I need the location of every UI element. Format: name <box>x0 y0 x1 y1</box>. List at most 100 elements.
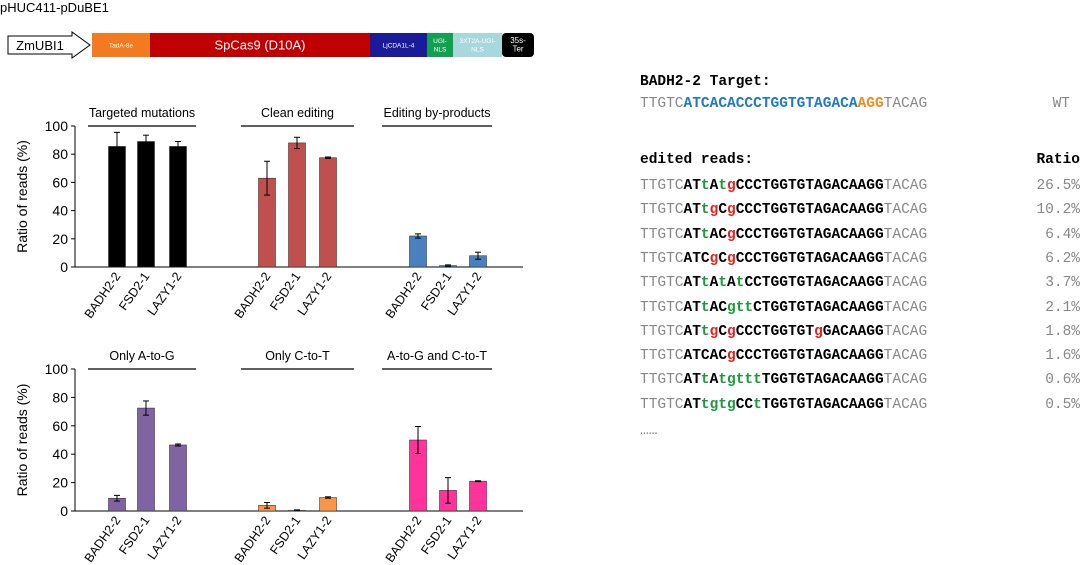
sequence-segment: t <box>700 178 710 194</box>
bar <box>288 142 306 268</box>
sequence-segment: g <box>709 202 719 219</box>
sequence-segment: g <box>814 323 823 340</box>
y-tick-label: 0 <box>60 503 68 519</box>
sequence-segment: A <box>709 372 719 389</box>
bar <box>137 141 155 268</box>
sequence-segment: AC <box>709 299 728 316</box>
x-tick-label: BADH2-2 <box>82 270 124 321</box>
y-tick-label: 20 <box>52 231 68 247</box>
construct-segment <box>92 33 150 57</box>
sequence-segment: g <box>727 178 736 194</box>
sequence-segment: ATCACACCCTGGTGTAGACA <box>683 96 858 112</box>
group-title: Only A-to-G <box>109 349 174 363</box>
sequence-segment: AT <box>683 396 701 413</box>
group-title: Editing by-products <box>383 106 490 120</box>
edited-read-sequence: TTGTCATtAtAtCCTGGTGTAGACAAGGTACAG <box>640 273 927 293</box>
edited-read-sequence: TTGTCATCACgCCCTGGTGTAGACAAGGTACAG <box>640 346 927 366</box>
sequence-segment: t <box>700 372 710 389</box>
construct-segment-label: LjCDA1L-4 <box>383 42 415 49</box>
y-tick-label: 100 <box>45 118 69 134</box>
sequence-segment: AT <box>683 202 701 219</box>
sequence-segment: TACAG <box>883 202 928 219</box>
construct-segment-label: NLS <box>434 47 447 54</box>
group-title: A-to-G and C-to-T <box>387 349 487 363</box>
group-title: Targeted mutations <box>89 106 195 120</box>
sequence-segment: g <box>727 202 736 219</box>
sequence-segment: TACAG <box>883 299 928 316</box>
sequence-segment: TACAG <box>883 372 928 389</box>
sequence-segment: CTGGTGTAGACAAGG <box>753 299 884 316</box>
x-tick-label: BADH2-2 <box>82 514 124 565</box>
construct-segment-label: Ter <box>512 45 523 54</box>
sequence-segment: t <box>700 226 710 243</box>
y-tick-label: 20 <box>52 475 68 491</box>
sequence-segment: t <box>700 323 710 340</box>
sequence-segment: CC <box>735 396 754 413</box>
construct-segment <box>370 33 427 57</box>
sequence-segment: AT <box>683 226 701 243</box>
x-tick-label: BADH2-2 <box>383 514 425 565</box>
ellipsis: …… <box>640 423 658 439</box>
y-axis-label: Ratio of reads (%) <box>14 384 30 497</box>
y-tick-label: 40 <box>52 203 68 219</box>
promoter-arrow <box>7 31 91 59</box>
construct-name: pHUC411-pDuBE1 <box>0 0 109 15</box>
wt-label: WT <box>1052 96 1070 112</box>
sequence-segment: g <box>727 348 736 365</box>
y-tick-label: 0 <box>60 259 68 275</box>
sequence-segment: CCTGGTGTAGACAAGG <box>744 275 884 292</box>
edited-read-ratio: 1.6% <box>1045 348 1080 365</box>
edited-read-ratio: 6.2% <box>1045 250 1080 267</box>
construct-segment <box>453 33 502 57</box>
sequence-segment: gtt <box>727 299 754 316</box>
edited-read-sequence: TTGTCATtAtgtttTGGTGTAGACAAGGTACAG <box>640 370 927 390</box>
bar <box>409 235 427 268</box>
sequence-segment: g <box>727 250 736 267</box>
sequence-segment: A <box>709 178 719 194</box>
figure-canvas: pHUC411-pDuBE1 ZmUBI1 TadA-8e SpCas9 (D10A… <box>0 0 534 565</box>
edited-read-sequence: TTGTCATtgtgCCtTGGTGTAGACAAGGTACAG <box>640 395 927 415</box>
sequence-segment: AGG <box>857 96 884 112</box>
edited-read-ratio: 3.7% <box>1045 275 1080 292</box>
sequence-segment: ATCAC <box>683 348 728 365</box>
edited-read-sequence: TTGTCATtAtgCCCTGGTGTAGACAAGGTACAG <box>640 176 927 196</box>
construct-segment <box>427 33 453 57</box>
sequence-segment: t <box>700 299 710 316</box>
y-tick-label: 40 <box>52 446 68 462</box>
edited-read-ratio: 1.8% <box>1045 323 1080 340</box>
sequence-segment: CCCTGGTGTAGACAAGG <box>735 178 884 194</box>
sequence-segment: CCCTGGTGTAGACAAGG <box>735 226 884 243</box>
sequence-segment: g <box>709 250 719 267</box>
bar <box>169 444 187 512</box>
sequence-segment: TGGTGTAGACAAGG <box>761 396 884 413</box>
construct-segment-label: NLS <box>471 47 484 54</box>
sequence-segment: t <box>700 202 710 219</box>
y-tick-label: 80 <box>52 389 68 405</box>
edited-read-ratio: 0.5% <box>1045 396 1080 413</box>
wt-sequence: TTGTCATCACACCCTGGTGTAGACAAGGTACAG <box>640 94 927 114</box>
sequence-segment: TGGTGTAGACAAGG <box>761 372 884 389</box>
edited-read-ratio: 2.1% <box>1045 299 1080 316</box>
edited-read-sequence: TTGTCATtACgCCCTGGTGTAGACAAGGTACAG <box>640 225 927 245</box>
sequence-segment: AT <box>683 275 701 292</box>
promoter-label: ZmUBI1 <box>16 38 64 53</box>
sequence-segment: TACAG <box>883 96 928 112</box>
sequence-segment: CCCTGGTGT <box>735 323 815 340</box>
sequence-segment: C <box>718 323 728 340</box>
y-tick-label: 80 <box>52 146 68 162</box>
sequence-segment: TTGTC <box>640 323 684 340</box>
sequence-segment: TTGTC <box>640 250 684 267</box>
sequence-segment: TTGTC <box>640 396 684 413</box>
edited-read-sequence: TTGTCATtgCgCCCTGGTGTgGACAAGGTACAG <box>640 322 927 342</box>
chart-panel: 0 20 40 60 80 100 Ratio of reads (%) Only A-to-… <box>14 349 523 565</box>
sequence-segment: TTGTC <box>640 275 684 292</box>
edited-read-sequence: TTGTCATCgCgCCCTGGTGTAGACAAGGTACAG <box>640 249 927 269</box>
sequence-segment: t <box>700 275 710 292</box>
sequence-segment: GACAAGG <box>822 323 884 340</box>
sequence-segment: TTGTC <box>640 226 684 243</box>
sequence-segment: TACAG <box>883 396 928 413</box>
edited-read-ratio: 0.6% <box>1045 372 1080 389</box>
bar <box>469 480 487 512</box>
x-tick-label: BADH2-2 <box>232 514 274 565</box>
construct-segment <box>150 33 370 57</box>
